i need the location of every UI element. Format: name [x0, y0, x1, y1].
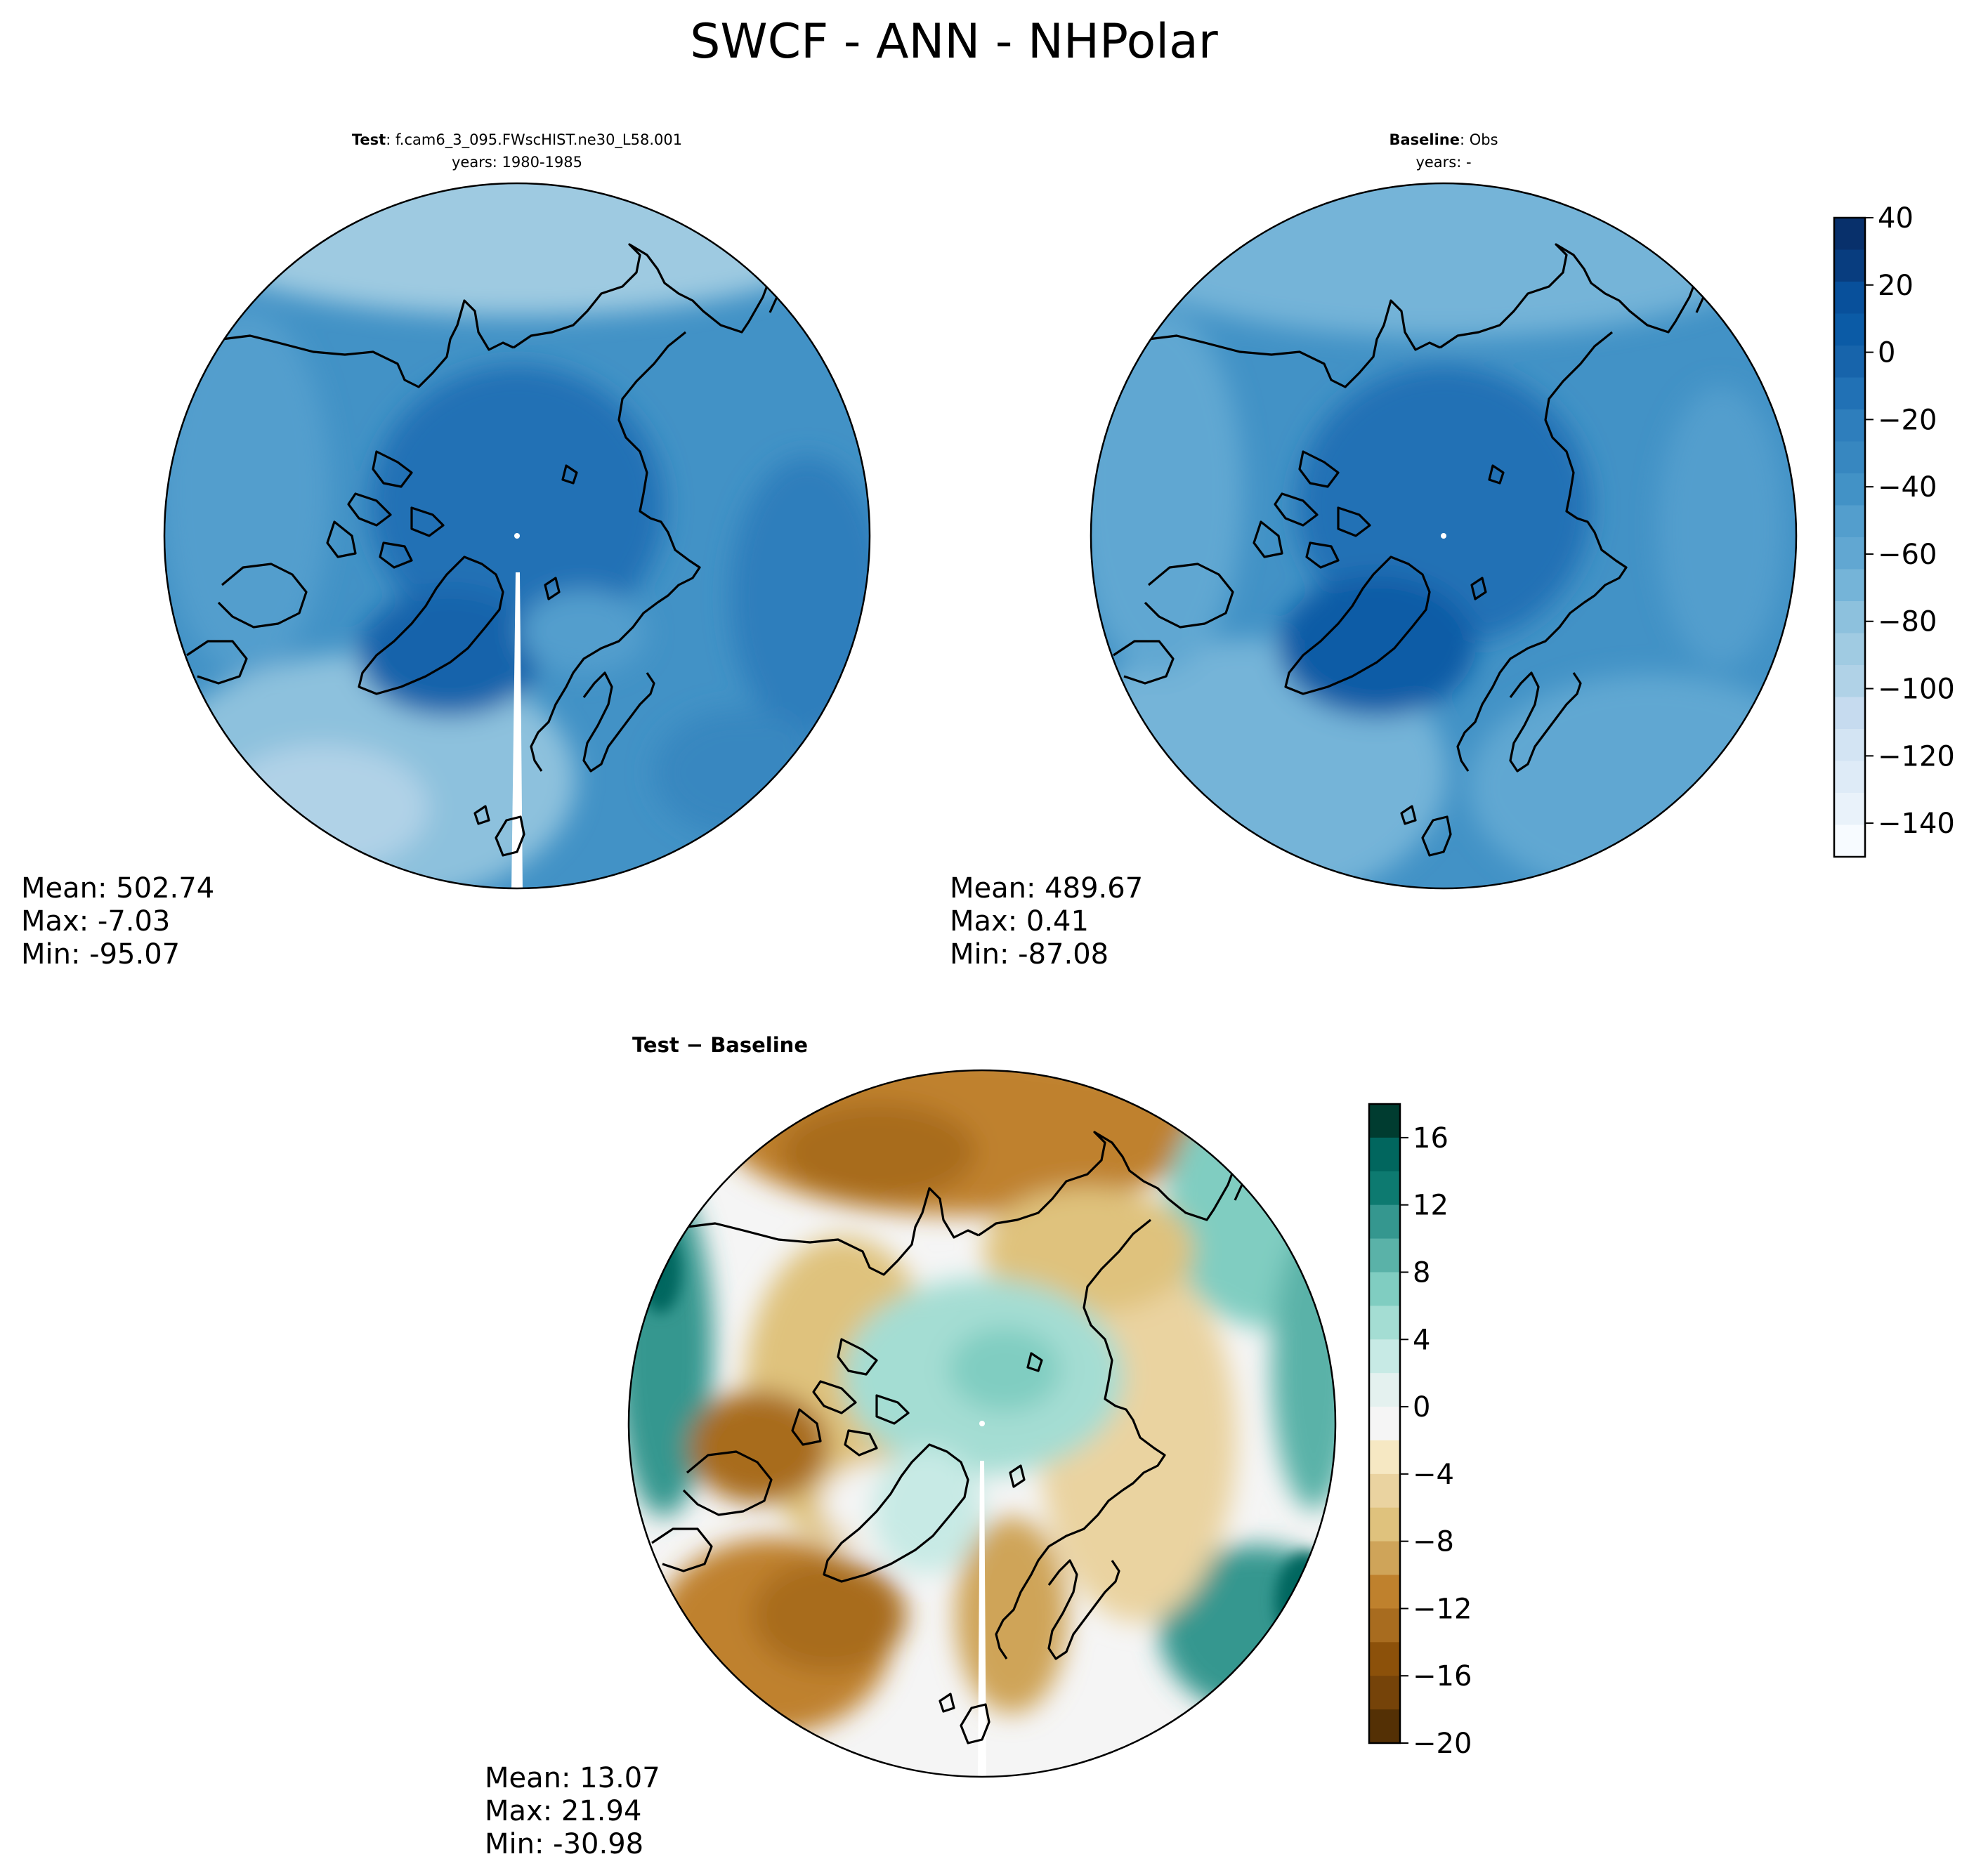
colorbar-diff-tick-label: −4	[1413, 1459, 1454, 1491]
baseline-panel-title: Baseline: Obs	[1389, 131, 1498, 148]
test-panel-title: Test: f.cam6_3_095.FWscHIST.ne30_L58.001	[352, 131, 682, 149]
figure-title: SWCF - ANN - NHPolar	[690, 14, 1218, 70]
colorbar-diff-swatch	[1369, 1642, 1400, 1676]
colorbar-diff-swatch	[1369, 1440, 1400, 1475]
colorbar-diff-swatch	[1369, 1575, 1400, 1610]
test-title-rest: : f.cam6_3_095.FWscHIST.ne30_L58.001	[386, 131, 682, 149]
colorbar-main-swatch	[1834, 729, 1865, 762]
colorbar-diff-swatch	[1369, 1306, 1400, 1340]
diff-map	[629, 1070, 1335, 1777]
colorbar-diff-swatch	[1369, 1373, 1400, 1407]
baseline-title-bold: Baseline	[1389, 131, 1460, 148]
colorbar-main-swatch	[1834, 505, 1865, 538]
diff-stats-max: Max: 21.94	[485, 1795, 641, 1827]
colorbar-diff-tick-label: −16	[1413, 1660, 1472, 1693]
colorbar-main-swatch	[1834, 793, 1865, 826]
colorbar-main-swatch	[1834, 761, 1865, 794]
baseline-panel: Baseline: Obs years: - Mean: 489.67 Max:…	[950, 131, 1798, 971]
colorbar-main-swatch	[1834, 569, 1865, 602]
colorbar-diff-swatch	[1369, 1709, 1400, 1744]
colorbar-main-swatch	[1834, 313, 1865, 346]
colorbar-diff-tick-label: −8	[1413, 1526, 1454, 1558]
colorbar-diff-swatch	[1369, 1608, 1400, 1643]
test-stats-mean: Mean: 502.74	[21, 872, 214, 905]
colorbar-diff-tick-label: −20	[1413, 1728, 1472, 1760]
colorbar-diff-frame	[1368, 1103, 1401, 1744]
colorbar-diff-tick-label: 12	[1413, 1190, 1449, 1222]
colorbar-main-swatch	[1834, 218, 1865, 251]
colorbar-main-swatch	[1834, 633, 1865, 666]
colorbar-main-swatch	[1834, 601, 1865, 634]
test-panel-subtitle: years: 1980-1985	[452, 154, 582, 171]
colorbar-diff-swatch	[1369, 1104, 1400, 1138]
test-title-bold: Test	[352, 131, 386, 148]
colorbar-diff-swatch	[1369, 1407, 1400, 1441]
diff-map-border	[627, 1069, 1337, 1778]
colorbar-main-tick-label: −120	[1878, 740, 1955, 773]
colorbar-diff-tick-label: 4	[1413, 1324, 1430, 1356]
colorbar-main-swatch	[1834, 249, 1865, 282]
colorbar-diff-tick-label: 16	[1413, 1122, 1449, 1155]
colorbar-main-tick-label: −20	[1878, 404, 1937, 436]
baseline-panel-subtitle: years: -	[1415, 154, 1471, 171]
colorbar-main-swatch	[1834, 824, 1865, 857]
baseline-stats-max: Max: 0.41	[950, 905, 1089, 938]
colorbar-main-tick-label: −80	[1878, 606, 1937, 638]
test-stats-min: Min: -95.07	[21, 938, 180, 971]
test-map-border	[163, 182, 871, 890]
colorbar-main-tick-label: 0	[1878, 337, 1895, 369]
diff-stats-mean: Mean: 13.07	[485, 1762, 660, 1794]
colorbar-main-swatch	[1834, 473, 1865, 506]
baseline-stats-min: Min: -87.08	[950, 938, 1109, 971]
baseline-stats-mean: Mean: 489.67	[950, 872, 1143, 905]
colorbar-diff: 16 12 8 4 0 −4 −8 −12 −16 −20	[1368, 1103, 1472, 1760]
colorbar-diff-swatch	[1369, 1272, 1400, 1306]
test-stats-max: Max: -7.03	[21, 905, 170, 938]
colorbar-main-swatch	[1834, 665, 1865, 698]
colorbar-diff-swatch	[1369, 1137, 1400, 1172]
colorbar-main: 40 20 0 −20 −40 −60 −80 −100 −120 −140	[1833, 202, 1955, 858]
colorbar-diff-swatch	[1369, 1507, 1400, 1542]
test-map	[164, 183, 870, 888]
baseline-map	[1091, 183, 1796, 888]
colorbar-diff-tick-label: 0	[1413, 1391, 1430, 1424]
diff-stats-min: Min: -30.98	[485, 1828, 643, 1860]
colorbar-main-tick-label: −100	[1878, 673, 1955, 706]
baseline-title-rest: : Obs	[1460, 131, 1498, 148]
colorbar-main-swatch	[1834, 441, 1865, 474]
colorbar-main-swatch	[1834, 697, 1865, 730]
colorbar-diff-swatch	[1369, 1676, 1400, 1710]
colorbar-main-tick-label: −140	[1878, 808, 1955, 840]
colorbar-main-swatch	[1834, 409, 1865, 442]
colorbar-main-ticks: 40 20 0 −20 −40 −60 −80 −100 −120 −140	[1865, 202, 1955, 840]
colorbar-diff-swatch	[1369, 1238, 1400, 1273]
colorbar-diff-swatch	[1369, 1339, 1400, 1374]
test-panel: Test: f.cam6_3_095.FWscHIST.ne30_L58.001…	[21, 131, 871, 971]
colorbar-diff-swatch	[1369, 1541, 1400, 1576]
colorbar-diff-swatches	[1369, 1104, 1400, 1744]
colorbar-diff-swatch	[1369, 1204, 1400, 1240]
colorbar-main-swatch	[1834, 346, 1865, 379]
colorbar-main-tick-label: −60	[1878, 539, 1937, 571]
baseline-map-border	[1090, 182, 1798, 890]
diff-panel-title: Test − Baseline	[632, 1033, 808, 1057]
colorbar-diff-tick-label: 8	[1413, 1256, 1430, 1289]
colorbar-main-swatches	[1834, 218, 1865, 857]
colorbar-main-swatch	[1834, 377, 1865, 410]
colorbar-main-frame	[1833, 216, 1866, 858]
diff-panel: Test − Baseline	[485, 1033, 1337, 1860]
colorbar-main-tick-label: 20	[1878, 270, 1914, 302]
colorbar-diff-swatch	[1369, 1473, 1400, 1509]
colorbar-diff-ticks: 16 12 8 4 0 −4 −8 −12 −16 −20	[1400, 1122, 1472, 1760]
colorbar-main-tick-label: 40	[1878, 202, 1914, 235]
colorbar-diff-tick-label: −12	[1413, 1593, 1472, 1625]
colorbar-main-tick-label: −40	[1878, 471, 1937, 504]
colorbar-main-swatch	[1834, 282, 1865, 315]
colorbar-main-swatch	[1834, 537, 1865, 570]
colorbar-diff-swatch	[1369, 1171, 1400, 1206]
